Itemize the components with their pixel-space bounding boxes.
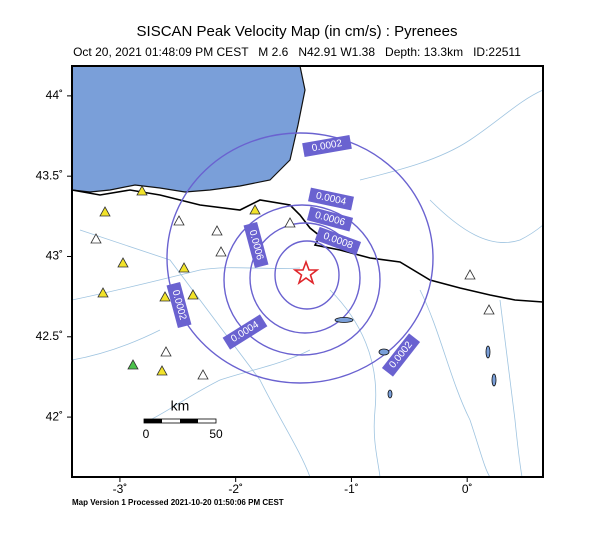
y-tick-label: 44˚ bbox=[46, 88, 63, 102]
contour-label: 0.0002 bbox=[311, 138, 343, 154]
map-area: 0.0002 0.0004 0.0006 0.0008 0.0006 0.000… bbox=[71, 65, 544, 478]
epicenter bbox=[292, 259, 320, 286]
contours bbox=[166, 132, 434, 384]
frame bbox=[71, 65, 544, 478]
subtitle: Oct 20, 2021 01:48:09 PM CEST M 2.6 N42.… bbox=[73, 45, 521, 59]
lakes bbox=[334, 317, 497, 399]
x-tick-label: 0˚ bbox=[462, 482, 473, 496]
footer: Map Version 1 Processed 2021-10-20 01:50… bbox=[72, 498, 284, 507]
scale-label: 50 bbox=[209, 427, 223, 441]
rivers bbox=[71, 89, 544, 478]
scale-label: 0 bbox=[143, 427, 150, 441]
x-tick-label: -1˚ bbox=[344, 482, 359, 496]
y-tick-label: 42.5˚ bbox=[36, 329, 63, 343]
scale-unit: km bbox=[171, 398, 190, 414]
title: SISCAN Peak Velocity Map (in cm/s) : Pyr… bbox=[137, 23, 458, 40]
stations bbox=[90, 185, 495, 380]
sea bbox=[71, 65, 306, 193]
border bbox=[71, 189, 544, 303]
y-tick-label: 42˚ bbox=[46, 409, 63, 423]
y-tick-label: 43˚ bbox=[46, 249, 63, 263]
x-tick-label: -3˚ bbox=[113, 482, 128, 496]
contour-labels: 0.0002 0.0004 0.0006 0.0008 0.0006 0.000… bbox=[166, 134, 421, 377]
y-tick-label: 43.5˚ bbox=[36, 168, 63, 182]
x-tick-label: -2˚ bbox=[228, 482, 243, 496]
scale-bar: km 0 50 bbox=[143, 398, 223, 441]
